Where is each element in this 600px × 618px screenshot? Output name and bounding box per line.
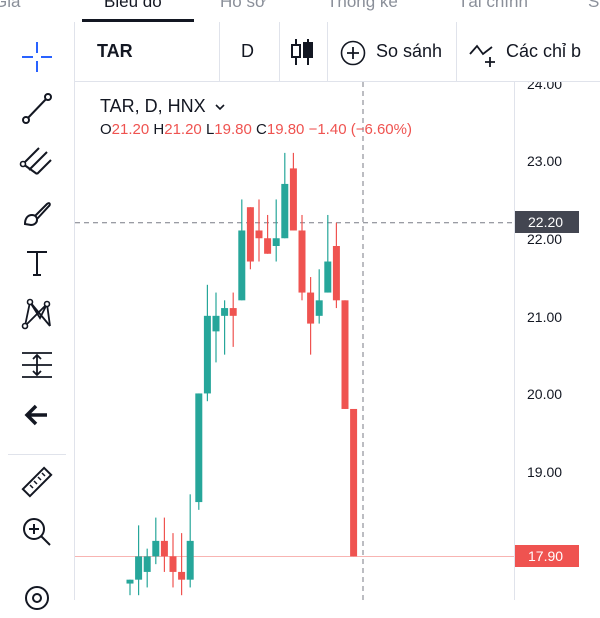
price-tick: 23.00 [527, 153, 563, 169]
open-label: O [100, 121, 112, 138]
candle-body [152, 540, 160, 557]
toolbar-divider [456, 22, 457, 81]
price-tick: 22.00 [527, 231, 563, 247]
toolbar-divider [279, 22, 280, 81]
pitchfork-icon [19, 147, 52, 175]
candle-body [264, 238, 272, 254]
tab-price[interactable]: Giá [0, 0, 21, 11]
compare-icon-wrap[interactable] [340, 40, 366, 66]
legend-symbol: TAR, D, HNX [100, 96, 206, 116]
last-price-label: 17.90 [515, 545, 579, 567]
candle-body [332, 246, 340, 301]
candle-body [203, 315, 211, 394]
sidebar-divider [8, 454, 66, 455]
trend-line-tool[interactable] [17, 88, 57, 128]
candlestick-chart[interactable] [75, 82, 600, 600]
price-axis[interactable]: 24.00 23.00 22.00 21.00 20.00 19.00 22.2… [514, 82, 600, 600]
candle-body [307, 292, 315, 324]
candle-body [186, 540, 194, 580]
change-value: −1.40 (−6.60%) [308, 121, 412, 138]
candle-body [341, 300, 349, 409]
candle-body [255, 230, 263, 239]
legend-title[interactable]: TAR, D, HNX [100, 96, 226, 117]
trend-line-icon [22, 93, 52, 124]
candle-body [289, 168, 297, 231]
close-label: C [256, 121, 267, 138]
pattern-icon [21, 298, 51, 330]
zoom-in-tool[interactable] [17, 512, 57, 552]
candle-body [246, 207, 254, 262]
candle-body [272, 238, 280, 246]
price-tick: 21.00 [527, 309, 563, 325]
prediction-tool[interactable] [17, 345, 57, 385]
candle-body [324, 261, 332, 293]
candles-icon [291, 39, 313, 65]
zoom-in-icon [23, 518, 51, 546]
compare-button[interactable]: So sánh [376, 41, 443, 61]
indicators-icon-wrap[interactable] [468, 40, 498, 68]
chart-pane[interactable]: TAR, D, HNX O21.20 H21.20 L19.80 C19.80 … [75, 82, 600, 600]
crosshair-price-label: 22.20 [515, 211, 579, 233]
candle-body [238, 230, 246, 301]
tab-financials[interactable]: Tài chính [458, 0, 528, 11]
interval-button[interactable]: D [241, 41, 254, 61]
candle-body [229, 308, 237, 316]
magnet-tool[interactable] [17, 578, 57, 618]
symbol-search-button[interactable]: TAR [97, 41, 133, 61]
toolbar-divider [219, 22, 220, 81]
pattern-tool[interactable] [17, 294, 57, 334]
crosshair-tool[interactable] [17, 37, 57, 77]
indicators-icon [469, 44, 495, 67]
text-tool[interactable] [17, 243, 57, 283]
brush-icon [23, 202, 51, 227]
candle-body [350, 408, 358, 557]
back-arrow-icon [24, 404, 47, 426]
candle-body [315, 300, 323, 316]
indicators-button[interactable]: Các chỉ b [506, 41, 582, 61]
candle-body [281, 183, 289, 239]
candle-body [212, 315, 220, 332]
price-tick: 24.00 [527, 82, 563, 92]
candle-body [143, 556, 151, 572]
brush-tool[interactable] [17, 192, 57, 232]
candle-body [126, 579, 134, 584]
hide-toolbar-button[interactable] [17, 395, 57, 435]
tab-chart[interactable]: Biểu đồ [104, 0, 162, 11]
add-circle-icon [340, 40, 366, 66]
candle-body [195, 393, 203, 503]
chevron-down-icon[interactable] [214, 102, 226, 112]
candle-body [298, 230, 306, 293]
low-value: 19.80 [214, 121, 252, 138]
chart-style-button[interactable] [288, 37, 316, 67]
pitchfork-tool[interactable] [17, 140, 57, 180]
tab-statistics[interactable]: Thống kê [327, 0, 398, 11]
prediction-icon [22, 352, 52, 378]
active-tab-indicator [82, 19, 194, 22]
magnet-icon [25, 586, 49, 610]
candle-body [178, 571, 186, 580]
tab-more[interactable]: S [588, 0, 600, 11]
candle-body [169, 556, 177, 572]
measure-tool[interactable] [17, 462, 57, 502]
high-value: 21.20 [164, 121, 202, 138]
ruler-icon [21, 466, 53, 498]
candle-body [135, 556, 143, 580]
tab-profile[interactable]: Hồ sơ [220, 0, 267, 11]
toolbar-divider [327, 22, 328, 81]
candle-body [160, 540, 168, 557]
price-tick: 20.00 [527, 386, 563, 402]
candle-body [221, 308, 229, 316]
text-icon [27, 251, 47, 276]
chart-toolbar: TAR D So sánh Các chỉ b [75, 22, 600, 82]
close-value: 19.80 [266, 121, 305, 138]
high-label: H [153, 121, 165, 138]
legend-ohlc: O21.20 H21.20 L19.80 C19.80 −1.40 (−6.60… [100, 121, 412, 138]
open-value: 21.20 [111, 121, 150, 138]
drawing-toolbar [0, 22, 75, 610]
crosshair-icon [22, 42, 52, 72]
low-label: L [205, 121, 215, 138]
top-tab-bar: Giá Biểu đồ Hồ sơ Thống kê Tài chính S [0, 0, 600, 23]
price-tick: 19.00 [527, 464, 563, 480]
